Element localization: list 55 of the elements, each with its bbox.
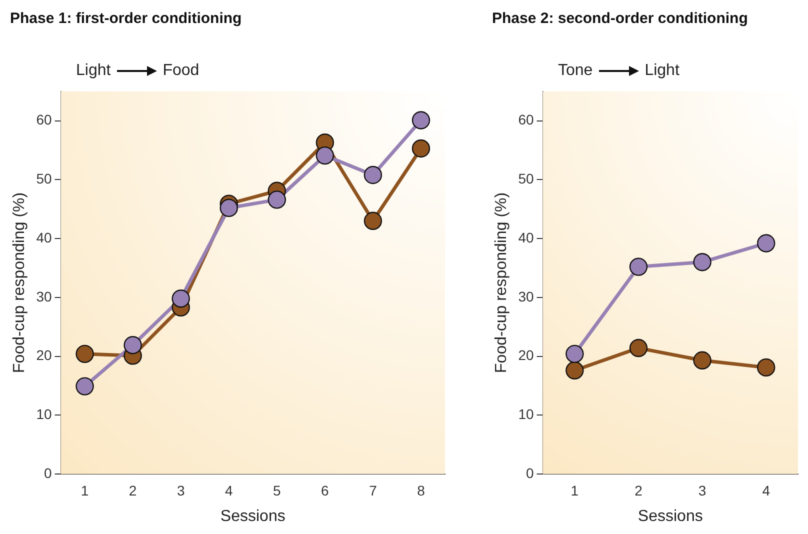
point [629, 258, 648, 276]
point [756, 358, 776, 377]
x-tick-label: 4 [762, 482, 770, 498]
x-tick-label: 8 [417, 482, 426, 498]
point [76, 344, 94, 364]
y-axis-title: Food-cup responding (%) [493, 192, 510, 373]
point [629, 338, 648, 358]
x-axis-title: Sessions [220, 508, 286, 525]
x-tick-label: 1 [570, 482, 579, 498]
point [566, 361, 584, 380]
chart-title: Phase 1: first-order conditioning [10, 10, 242, 27]
text: Tone [558, 62, 593, 80]
y-tick-label: 40 [36, 229, 52, 246]
y-tick-label: 0 [44, 464, 52, 481]
y-tick-label: 20 [36, 347, 52, 364]
point [566, 344, 584, 364]
y-tick-label: 0 [526, 464, 534, 481]
y-tick-label: 60 [518, 112, 534, 128]
y-tick-label: 50 [518, 170, 534, 187]
y-tick-label: 50 [36, 170, 52, 187]
point [316, 146, 334, 165]
y-tick-label: 30 [36, 288, 52, 304]
point [756, 234, 776, 252]
point [693, 351, 712, 370]
chart-title: Phase 2: second-order conditioning [492, 10, 748, 27]
point [364, 212, 382, 230]
y-tick-label: 60 [36, 112, 52, 128]
y-tick-label: 10 [518, 406, 534, 422]
x-tick-label: 2 [634, 482, 643, 498]
point [412, 139, 430, 158]
point [693, 253, 712, 272]
point [412, 111, 430, 130]
y-tick-label: 30 [518, 288, 534, 304]
text: Light [76, 62, 111, 80]
x-tick-label: 3 [176, 482, 185, 498]
text: Food [162, 62, 200, 80]
point [76, 377, 94, 396]
y-tick-label: 10 [36, 406, 52, 422]
point [172, 289, 190, 308]
x-tick-label: 2 [128, 482, 137, 498]
y-axis-title: Food-cup responding (%) [11, 192, 28, 373]
point [220, 198, 238, 218]
x-tick-label: 7 [369, 482, 378, 498]
point [124, 336, 142, 354]
x-tick-label: 3 [698, 482, 706, 498]
y-tick-label: 20 [518, 347, 534, 364]
y-tick-label: 40 [518, 229, 534, 246]
x-tick-label: 4 [224, 482, 233, 498]
x-tick-label: 6 [321, 482, 330, 498]
text: Light [644, 62, 680, 80]
point [364, 166, 382, 184]
point [268, 190, 286, 209]
x-axis-title: Sessions [638, 508, 703, 525]
x-tick-label: 1 [80, 482, 89, 498]
x-tick-label: 5 [273, 482, 281, 498]
